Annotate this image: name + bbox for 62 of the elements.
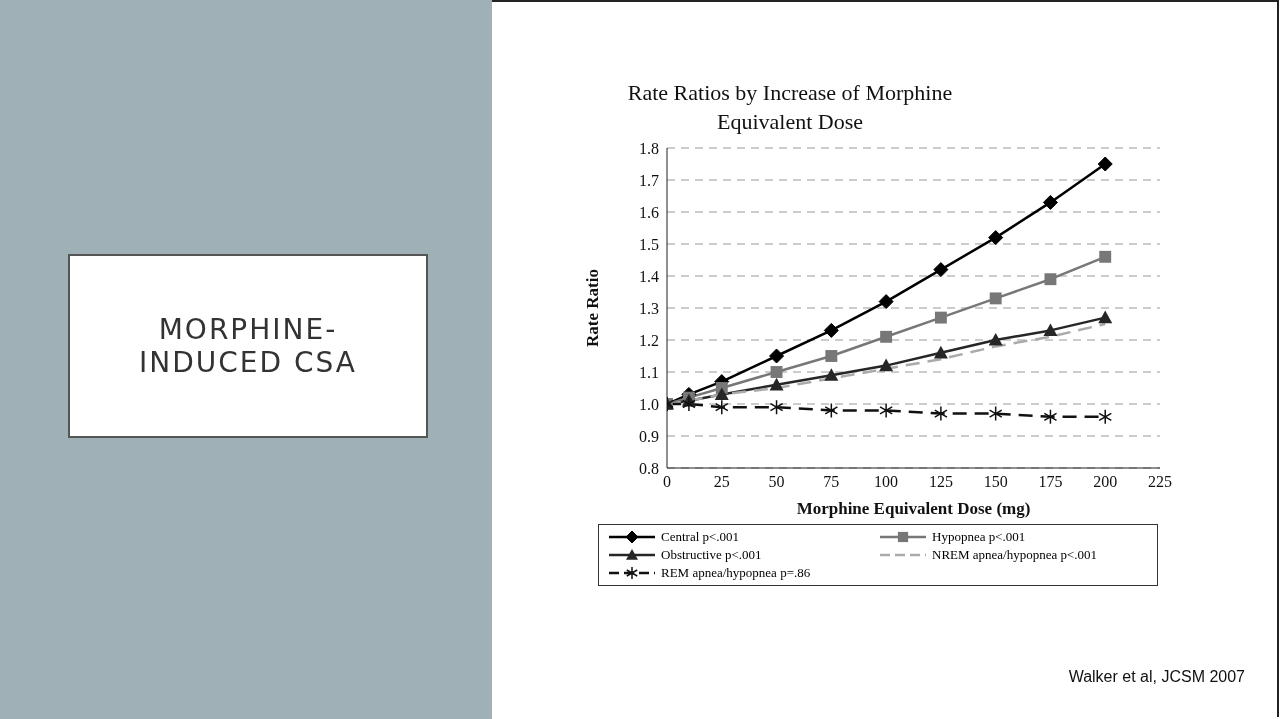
y-tick-label: 1.3 — [639, 299, 659, 317]
point — [879, 402, 893, 419]
y-tick-label: 1.5 — [639, 235, 659, 253]
point — [1097, 156, 1113, 172]
point — [1044, 273, 1057, 286]
point — [934, 405, 948, 422]
point — [988, 230, 1004, 246]
point — [1098, 409, 1113, 425]
point — [769, 399, 784, 415]
y-tick-label: 1.2 — [639, 331, 659, 349]
point — [825, 350, 838, 362]
point — [1043, 323, 1058, 336]
x-tick-label: 75 — [823, 473, 840, 491]
x-tick-label: 0 — [663, 473, 671, 491]
legend-label: Central p<.001 — [661, 529, 740, 545]
x-tick-label: 200 — [1093, 473, 1118, 491]
point — [714, 387, 729, 400]
y-tick-label: 1.1 — [639, 363, 659, 381]
point — [933, 262, 949, 278]
legend-label: Hypopnea p<.001 — [932, 529, 1026, 545]
y-tick-label: 1.0 — [639, 395, 659, 413]
y-tick-label: 1.4 — [639, 267, 659, 285]
point — [934, 311, 947, 324]
chart-title: Rate Ratios by Increase of Morphine Equivalent Dose — [626, 79, 954, 136]
x-tick-label: 175 — [1038, 473, 1063, 491]
legend-label: NREM apnea/hypopnea p<.001 — [932, 547, 1098, 563]
point — [880, 330, 893, 343]
point — [823, 322, 839, 338]
point — [770, 366, 783, 378]
x-tick-label: 50 — [768, 473, 785, 491]
x-tick-label: 25 — [713, 473, 730, 491]
y-tick-label: 1.8 — [639, 139, 659, 157]
legend-label: Obstructive p<.001 — [661, 547, 762, 563]
y-tick-label: 0.9 — [639, 427, 659, 445]
point — [989, 292, 1002, 305]
x-tick-label: 100 — [874, 473, 899, 491]
point — [988, 333, 1003, 346]
point — [769, 377, 784, 391]
text: MORPHINE-INDUCED CSA — [68, 254, 428, 438]
y-tick-label: 1.6 — [639, 203, 659, 221]
point — [682, 396, 696, 412]
point — [714, 399, 729, 415]
point — [933, 345, 948, 359]
point — [1042, 194, 1058, 210]
point — [769, 348, 785, 364]
point — [824, 402, 839, 419]
point — [1099, 250, 1112, 263]
x-tick-label: 125 — [928, 473, 953, 491]
point — [879, 358, 894, 372]
point — [878, 294, 894, 310]
y-axis-title: Rate Ratio — [583, 269, 603, 347]
y-tick-label: 1.7 — [639, 171, 659, 189]
point — [1043, 409, 1058, 425]
y-tick-label: 0.8 — [639, 459, 659, 477]
x-tick-label: 150 — [983, 473, 1008, 491]
point — [988, 405, 1003, 422]
point — [1098, 310, 1113, 324]
point — [824, 368, 839, 381]
legend-label: REM apnea/hypopnea p=.86 — [661, 565, 811, 581]
text: Walker et al, JCSM 2007 — [1068, 668, 1245, 686]
x-tick-label: 225 — [1148, 473, 1172, 491]
x-axis-title: Morphine Equivalent Dose (mg) — [796, 499, 1031, 518]
